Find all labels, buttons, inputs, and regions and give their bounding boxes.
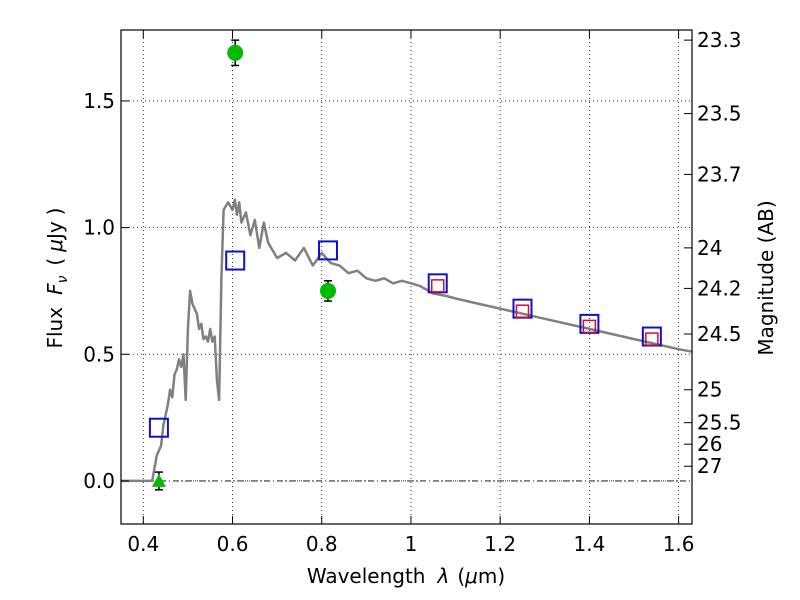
mag-tick-label: 23.3 [697, 28, 742, 52]
model-sed-line [121, 198, 693, 483]
x-tick-label: 0.4 [127, 532, 159, 556]
observed-photometry-marker [515, 304, 530, 318]
y-tick-label: 1.5 [83, 89, 115, 113]
x-tick-label: 1.6 [663, 532, 695, 556]
x-tick-label: 0.8 [306, 532, 338, 556]
y-tick-label: 1.0 [83, 216, 115, 240]
x-tick-label: 1.2 [484, 532, 516, 556]
y-tick-label: 0.5 [83, 342, 115, 366]
upper-limit-triangle [151, 473, 166, 487]
observed-flux-point [319, 282, 336, 299]
mag-tick-label: 23.7 [697, 162, 742, 186]
x-tick-label: 1 [405, 532, 418, 556]
x-tick-label: 1.4 [573, 532, 605, 556]
observed-photometry-marker [582, 319, 597, 334]
mag-tick-label: 24 [697, 236, 722, 260]
y-axis-label: FluxFν(μJy) [43, 207, 71, 348]
y2-axis-label: Magnitude (AB) [754, 200, 778, 355]
mag-tick-label: 24.5 [697, 322, 742, 346]
ticks: 0.4 0.6 0.8 1 1.2 1.4 1.6 0.0 0.5 1.0 1.5 23.3 23.5 2… [83, 28, 741, 556]
observed-photometry-marker [430, 279, 445, 293]
plot-area [121, 39, 693, 491]
plot-frame [120, 29, 693, 525]
x-axis-label: Wavelength λ (μm) [307, 564, 505, 588]
observed-flux-point [227, 44, 244, 61]
model-photometry-marker [225, 250, 246, 271]
model-photometry-marker [148, 417, 169, 438]
mag-tick-label: 27 [697, 454, 722, 478]
mag-tick-label: 24.2 [697, 276, 742, 300]
observed-photometry-marker [645, 332, 659, 346]
x-tick-label: 0.6 [217, 532, 249, 556]
mag-tick-label: 25.5 [697, 411, 742, 435]
mag-tick-label: 25 [697, 378, 722, 402]
mag-tick-label: 26 [697, 432, 722, 456]
model-photometry-marker [317, 240, 338, 261]
grid-lines [121, 30, 692, 524]
y-tick-label: 0.0 [83, 469, 115, 493]
mag-tick-label: 23.5 [697, 102, 742, 126]
